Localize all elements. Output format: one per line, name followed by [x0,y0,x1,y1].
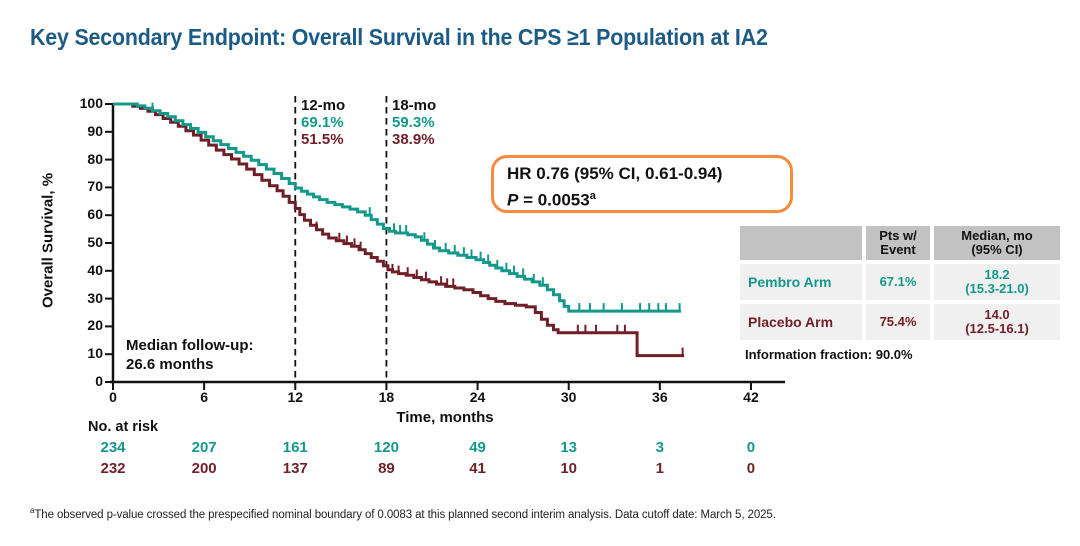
header-median-line2: (95% CI) [971,242,1023,257]
y-axis-title: Overall Survival, % [39,172,57,309]
information-fraction-note: Information fraction: 90.0% [745,347,913,362]
y-tick-label: 100 [79,95,103,111]
placebo-median-line2: (12.5-16.1) [965,321,1029,336]
y-tick-label: 40 [87,261,103,278]
p-footnote-marker: a [589,190,596,202]
placebo-median: 14.0 (12.5-16.1) [934,304,1060,340]
placebo-arm-text: Placebo Arm [748,313,834,330]
x-tick-label: 0 [109,389,117,405]
y-tick-label: 70 [87,178,103,195]
at-risk-count: 161 [282,439,308,456]
pembro-pts-value: 67.1% [879,273,917,289]
x-tick-label: 30 [560,389,577,405]
footnote: aThe observed p-value crossed the prespe… [30,506,776,521]
page-title: Key Secondary Endpoint: Overall Survival… [30,24,768,50]
annotation-12mo-label: 12-mo [301,97,346,114]
annotation-18mo-label: 18-mo [392,97,437,114]
x-axis-title: Time, months [396,409,494,426]
x-tick-label: 12 [287,389,304,405]
annotation-18mo-placebo-value: 38.9% [392,131,435,148]
at-risk-count: 3 [655,439,664,456]
footnote-marker: a [30,506,35,515]
y-tick-label: 30 [87,289,103,306]
x-tick-label: 24 [469,389,486,405]
pembro-pts-event: 67.1% [866,264,930,300]
placebo-median-line1: 14.0 [984,306,1010,322]
annotation-18mo: 18-mo 59.3% 38.9% [392,97,436,148]
at-risk-count: 1 [655,460,664,477]
x-tick-label: 18 [378,389,395,405]
annotation-12mo-pembro-value: 69.1% [301,114,344,131]
p-value-line: P = 0.0053a [507,185,790,212]
pembro-arm-text: Pembro Arm [748,273,832,290]
table-header-median: Median, mo (95% CI) [934,226,1060,260]
median-followup-note: Median follow-up: 26.6 months [126,336,253,374]
median-followup-line1: Median follow-up: [126,337,254,354]
at-risk-count: 232 [100,460,126,477]
x-tick-label: 36 [652,389,668,405]
at-risk-count: 10 [560,460,578,477]
table-header-blank [740,226,862,260]
placebo-pts-value: 75.4% [879,313,917,329]
km-curve-pembro-arm [113,102,682,313]
at-risk-count: 49 [469,439,486,456]
p-italic: P [507,190,519,210]
placebo-arm-label: Placebo Arm [740,304,862,340]
at-risk-count: 200 [191,460,217,477]
p-value: = 0.0053 [518,190,590,210]
no-at-risk-label: No. at risk [88,419,159,435]
pembro-median-line1: 18.2 [984,266,1010,282]
header-median-line1: Median, mo [961,227,1033,243]
hr-line: HR 0.76 (95% CI, 0.61-0.94) [507,164,723,183]
hazard-ratio-box: HR 0.76 (95% CI, 0.61-0.94) P = 0.0053a [491,155,793,213]
annotation-12mo: 12-mo 69.1% 51.5% [301,97,345,148]
at-risk-count: 13 [560,439,578,456]
y-tick-label: 90 [87,122,103,139]
y-tick-label: 80 [87,150,103,167]
y-tick-label: 60 [87,206,103,223]
table-header-pts-event: Pts w/ Event [866,226,930,260]
at-risk-count: 89 [378,460,395,477]
at-risk-count: 41 [469,460,486,477]
placebo-pts-event: 75.4% [866,304,930,340]
median-followup-line2: 26.6 months [126,356,214,373]
at-risk-count: 207 [191,439,217,456]
y-tick-label: 20 [87,317,103,334]
pembro-arm-label: Pembro Arm [740,264,862,300]
at-risk-count: 234 [100,439,126,456]
pembro-median-line2: (15.3-21.0) [965,281,1029,296]
annotation-18mo-pembro-value: 59.3% [392,114,435,131]
header-pts-line2: Event [880,242,916,257]
y-tick-label: 10 [87,345,103,362]
footnote-text: The observed p-value crossed the prespec… [34,508,776,521]
at-risk-count: 0 [746,439,756,456]
x-tick-label: 42 [743,389,759,405]
at-risk-count: 120 [373,439,399,456]
y-tick-label: 0 [95,373,103,389]
pembro-median: 18.2 (15.3-21.0) [934,264,1060,300]
x-tick-label: 6 [200,389,209,405]
at-risk-count: 0 [746,460,756,477]
at-risk-count: 137 [282,460,308,477]
header-pts-line1: Pts w/ [879,227,917,243]
annotation-12mo-placebo-value: 51.5% [301,131,344,148]
km-curve-placebo-arm [113,102,685,358]
y-tick-label: 50 [87,234,103,250]
